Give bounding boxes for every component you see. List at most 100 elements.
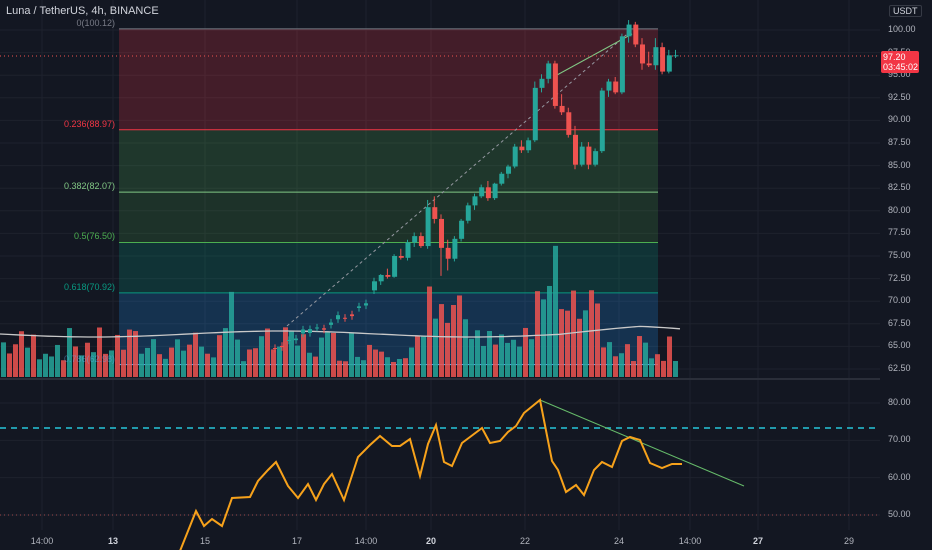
volume-bar (529, 339, 534, 377)
volume-bar (301, 334, 306, 377)
candle-body (640, 44, 645, 64)
volume-bar (361, 360, 366, 377)
candle-body (479, 187, 485, 197)
volume-bar (493, 344, 498, 377)
fib-zone (119, 129, 658, 193)
candle-body (526, 140, 532, 151)
volume-bar (403, 358, 408, 377)
fib-level-label: 0.236(88.97) (63, 118, 115, 129)
volume-bar (487, 330, 492, 377)
volume-bar (379, 351, 384, 377)
price-axis-label: 70.00 (888, 295, 911, 306)
candle-body (343, 317, 347, 319)
volume-bar (307, 352, 312, 377)
volume-bar (331, 332, 336, 377)
price-axis-label: 72.50 (888, 272, 911, 283)
price-axis-label: 65.00 (888, 340, 911, 351)
volume-bar (325, 331, 330, 377)
candle-body (308, 329, 312, 334)
volume-bar (235, 339, 240, 377)
volume-bar (181, 350, 186, 377)
volume-bar (115, 334, 120, 377)
volume-bar (415, 335, 420, 377)
candle-body (660, 47, 666, 72)
volume-bar (205, 353, 210, 377)
volume-bar (109, 350, 114, 377)
candle-body (593, 151, 599, 165)
price-axis-label: 95.00 (888, 69, 911, 80)
candle-body (546, 63, 552, 79)
volume-bar (151, 339, 156, 377)
volume-bar (133, 331, 138, 377)
volume-bar (541, 299, 546, 377)
volume-bar (355, 356, 360, 377)
candle-body (301, 329, 305, 334)
volume-bar (451, 304, 456, 377)
rsi-axis-label: 80.00 (888, 397, 911, 407)
volume-bar (373, 349, 378, 377)
fibonacci-retracement-zones (119, 28, 658, 366)
candle-body (405, 242, 411, 258)
volume-bar (19, 331, 24, 377)
price-axis-label: 82.50 (888, 182, 911, 193)
volume-bar (673, 360, 678, 377)
volume-bar (187, 344, 192, 377)
candle-body (566, 112, 572, 135)
volume-bar (409, 347, 414, 377)
volume-bar (637, 336, 642, 377)
price-axis-label: 90.00 (888, 114, 911, 125)
time-axis-label: 17 (291, 536, 303, 546)
candle-body (613, 81, 619, 93)
candle-body (398, 256, 404, 258)
volume-bar (421, 336, 426, 377)
rsi-axis-label: 50.00 (888, 509, 911, 519)
candle-body (287, 339, 291, 341)
price-axis-label: 100.00 (888, 24, 916, 34)
currency-button[interactable]: USDT (889, 5, 922, 17)
fib-zone (119, 192, 658, 243)
volume-bar (25, 347, 30, 377)
volume-bar (163, 358, 168, 377)
volume-bar (139, 353, 144, 377)
volume-bar (1, 342, 6, 377)
candle-body (385, 274, 391, 277)
volume-bar (571, 290, 576, 377)
candle-body (573, 134, 578, 165)
candle-body (459, 220, 465, 239)
volume-bar (277, 346, 282, 377)
candle-body (412, 236, 418, 243)
volume-bar (505, 342, 510, 377)
time-axis-label: 15 (199, 536, 211, 546)
fib-level-label: 0.382(82.07) (63, 181, 115, 192)
candle-body (532, 87, 538, 141)
volume-bar (463, 319, 468, 377)
symbol-title[interactable]: Luna / TetherUS, 4h, BINANCE (6, 5, 159, 17)
volume-bar (397, 358, 402, 377)
fib-level-label: 0.618(70.92) (63, 281, 115, 292)
candle-body (519, 146, 525, 151)
volume-bar (619, 353, 624, 377)
candle-body (452, 238, 458, 259)
volume-bar (229, 291, 234, 377)
fib-level-label: 0.5(76.50) (73, 231, 115, 242)
candle-body (364, 303, 368, 306)
candle-body (418, 236, 424, 247)
fib-zone (119, 28, 658, 130)
volume-bar (427, 286, 432, 377)
price-axis-label: 87.50 (888, 137, 911, 147)
volume-bar (499, 334, 504, 377)
volume-bar (547, 285, 552, 377)
volume-bar (559, 309, 564, 377)
candle-body (336, 315, 340, 320)
candle-body (599, 90, 605, 152)
candle-body (322, 328, 326, 330)
candle-body (673, 55, 679, 57)
volume-bar (103, 353, 108, 377)
volume-bar (367, 344, 372, 377)
volume-bar (667, 336, 672, 377)
candle-body (606, 81, 612, 91)
volume-bar (583, 310, 588, 377)
volume-bar (43, 353, 48, 377)
candle-body (425, 207, 431, 247)
